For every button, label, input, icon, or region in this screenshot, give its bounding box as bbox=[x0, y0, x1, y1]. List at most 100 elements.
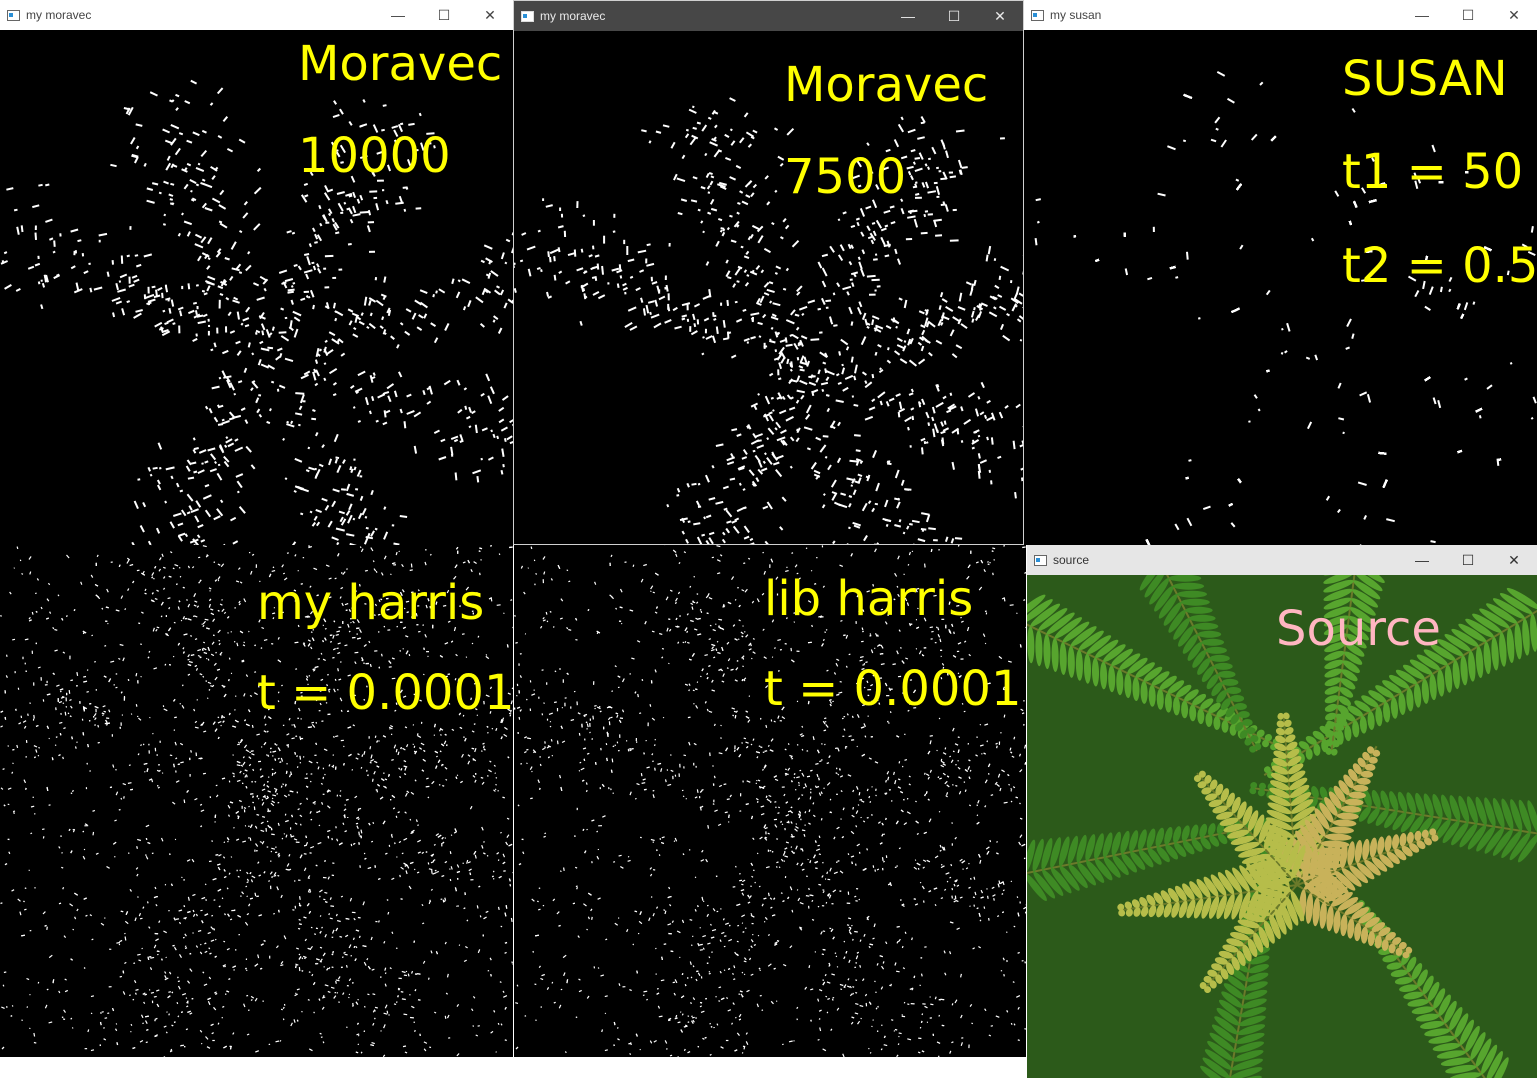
corner-mark bbox=[498, 553, 501, 556]
corner-mark bbox=[866, 325, 870, 329]
corner-mark bbox=[335, 151, 341, 158]
maximize-button[interactable]: ☐ bbox=[1461, 6, 1475, 23]
corner-mark bbox=[186, 1005, 189, 1008]
corner-mark bbox=[372, 124, 379, 133]
corner-mark bbox=[360, 766, 363, 769]
corner-mark bbox=[251, 875, 256, 879]
minimize-button[interactable]: — bbox=[391, 7, 405, 23]
corner-mark bbox=[270, 380, 275, 384]
corner-mark bbox=[718, 181, 727, 186]
corner-mark bbox=[235, 580, 240, 583]
corner-mark bbox=[1414, 290, 1420, 298]
corner-mark bbox=[999, 323, 1005, 330]
corner-mark bbox=[757, 321, 763, 326]
corner-mark bbox=[277, 852, 280, 856]
corner-mark bbox=[137, 753, 140, 756]
corner-mark bbox=[557, 225, 564, 229]
corner-mark bbox=[339, 144, 346, 154]
corner-mark bbox=[161, 329, 169, 334]
corner-mark bbox=[230, 856, 233, 858]
corner-mark bbox=[206, 627, 210, 630]
minimize-button[interactable]: — bbox=[901, 8, 915, 24]
corner-mark bbox=[190, 750, 192, 753]
corner-mark bbox=[707, 211, 712, 215]
corner-mark bbox=[278, 384, 286, 389]
corner-mark bbox=[798, 365, 804, 369]
window-susan[interactable]: my susan — ☐ ✕ SUSAN t1 = 50 t2 = 0.5 bbox=[1024, 0, 1537, 545]
corner-mark bbox=[219, 292, 224, 297]
maximize-button[interactable]: ☐ bbox=[947, 7, 961, 24]
corner-mark bbox=[467, 300, 472, 308]
close-button[interactable]: ✕ bbox=[994, 7, 1006, 24]
corner-mark bbox=[119, 643, 124, 646]
corner-mark bbox=[353, 326, 357, 331]
corner-mark bbox=[350, 159, 354, 162]
corner-mark bbox=[380, 572, 384, 576]
corner-mark bbox=[255, 397, 260, 404]
corner-mark bbox=[850, 356, 854, 363]
corner-mark bbox=[263, 287, 267, 292]
corner-mark bbox=[277, 636, 280, 640]
minimize-button[interactable]: — bbox=[1415, 7, 1429, 23]
close-button[interactable]: ✕ bbox=[484, 6, 496, 23]
corner-mark bbox=[260, 746, 263, 748]
corner-mark bbox=[775, 468, 783, 478]
corner-mark bbox=[219, 653, 222, 656]
corner-mark bbox=[202, 647, 207, 651]
corner-mark bbox=[271, 768, 274, 771]
corner-mark bbox=[390, 834, 393, 838]
corner-mark bbox=[245, 674, 249, 678]
corner-mark bbox=[259, 768, 262, 771]
corner-mark bbox=[117, 288, 126, 293]
corner-mark bbox=[567, 252, 575, 257]
maximize-button[interactable]: ☐ bbox=[437, 6, 451, 23]
titlebar[interactable]: my susan — ☐ ✕ bbox=[1024, 0, 1537, 30]
corner-mark bbox=[359, 194, 364, 201]
corner-mark bbox=[841, 363, 844, 367]
corner-mark bbox=[433, 843, 436, 846]
corner-mark bbox=[499, 289, 505, 296]
corner-mark bbox=[44, 1004, 48, 1009]
corner-mark bbox=[273, 871, 277, 876]
corner-mark bbox=[521, 232, 527, 236]
corner-mark bbox=[97, 741, 100, 744]
corner-mark bbox=[304, 938, 307, 942]
corner-mark bbox=[124, 608, 127, 611]
corner-points bbox=[1034, 71, 1537, 545]
corner-mark bbox=[451, 728, 455, 732]
corner-mark bbox=[696, 121, 701, 125]
corner-mark bbox=[254, 671, 257, 673]
corner-mark bbox=[282, 1018, 285, 1021]
titlebar[interactable]: my moravec — ☐ ✕ bbox=[0, 0, 513, 30]
corner-mark bbox=[640, 297, 644, 303]
corner-mark bbox=[965, 281, 973, 286]
window-my-harris[interactable]: my harris t = 0.0001 bbox=[0, 545, 513, 1057]
corner-mark bbox=[702, 230, 705, 234]
corner-mark bbox=[849, 459, 859, 463]
corner-mark bbox=[332, 393, 337, 397]
corner-mark bbox=[898, 297, 903, 301]
corner-mark bbox=[320, 782, 324, 785]
corner-mark bbox=[335, 735, 339, 738]
corner-mark bbox=[115, 300, 123, 305]
close-button[interactable]: ✕ bbox=[1508, 6, 1520, 23]
corner-mark bbox=[592, 291, 600, 296]
corner-mark bbox=[485, 257, 493, 263]
corner-mark bbox=[910, 407, 915, 411]
titlebar[interactable]: my moravec — ☐ ✕ bbox=[514, 1, 1023, 31]
corner-mark bbox=[986, 399, 991, 404]
window-moravec-10000[interactable]: my moravec — ☐ ✕ Moravec 10000 bbox=[0, 0, 513, 545]
corner-mark bbox=[879, 367, 882, 371]
corner-mark bbox=[221, 608, 225, 612]
corner-mark bbox=[115, 791, 119, 796]
corner-mark bbox=[157, 442, 163, 450]
corner-mark bbox=[373, 770, 376, 775]
corner-mark bbox=[128, 994, 131, 997]
corner-mark bbox=[355, 1051, 359, 1054]
corner-mark bbox=[511, 961, 513, 964]
window-moravec-7500[interactable]: my moravec — ☐ ✕ Moravec 7500 bbox=[513, 0, 1024, 545]
corner-mark bbox=[910, 388, 914, 393]
corner-mark bbox=[382, 1054, 386, 1057]
corner-mark bbox=[290, 771, 293, 776]
corner-mark bbox=[701, 533, 706, 537]
